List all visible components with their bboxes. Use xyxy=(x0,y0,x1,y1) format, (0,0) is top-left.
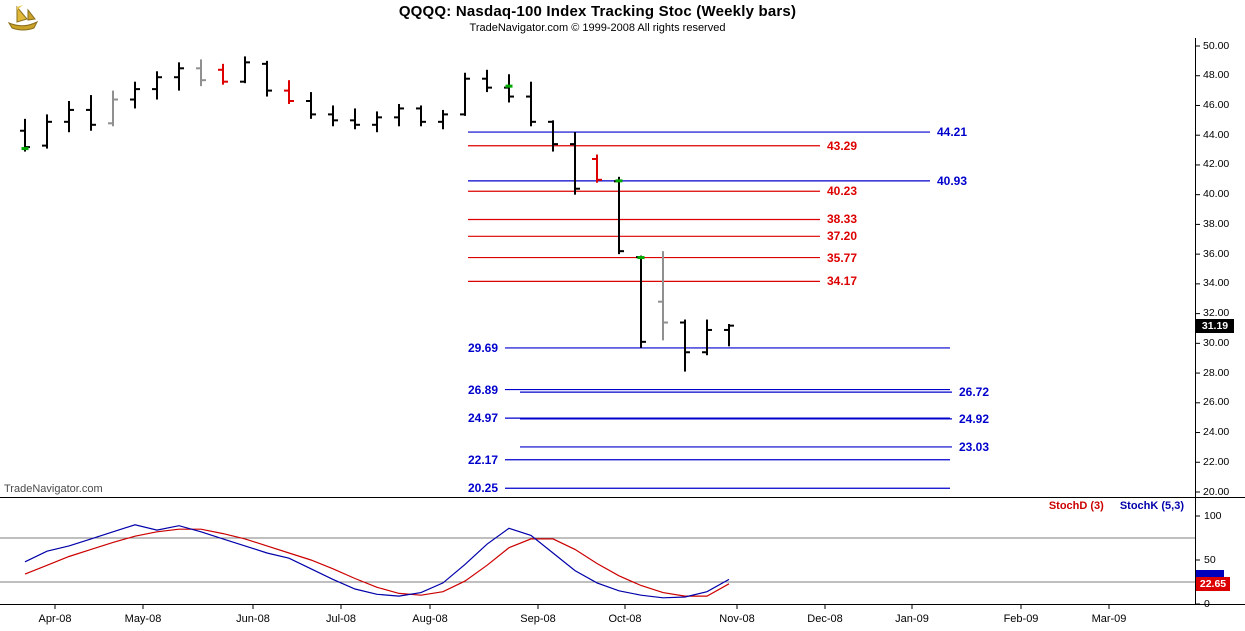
price-tick-label: 32.00 xyxy=(1203,307,1230,320)
level-label: 26.72 xyxy=(959,385,990,400)
price-tick-label: 42.00 xyxy=(1203,158,1230,171)
watermark: TradeNavigator.com xyxy=(4,483,103,495)
level-label: 44.21 xyxy=(937,125,968,140)
level-label: 43.29 xyxy=(827,138,858,153)
trade-marker xyxy=(21,147,29,151)
trade-marker xyxy=(505,84,513,88)
stoch-k-legend-label: StochK (5,3) xyxy=(1119,500,1184,512)
price-tick-label: 20.00 xyxy=(1203,485,1230,498)
stoch-tick-label: 0 xyxy=(1204,597,1210,610)
level-label: 37.20 xyxy=(827,229,858,244)
ship-icon xyxy=(7,5,39,31)
price-tick-label: 26.00 xyxy=(1203,396,1230,409)
date-label: Jan-09 xyxy=(895,613,929,625)
stoch-tick-label: 100 xyxy=(1204,509,1222,522)
price-tick-label: 46.00 xyxy=(1203,98,1230,111)
level-label: 35.77 xyxy=(827,250,858,265)
chart-title: QQQQ: Nasdaq-100 Index Tracking Stoc (We… xyxy=(398,3,797,20)
stoch-d-legend-label: StochD (3) xyxy=(1048,500,1104,512)
price-tick-label: 24.00 xyxy=(1203,426,1230,439)
last-price-badge: 31.19 xyxy=(1196,319,1234,333)
date-label: Feb-09 xyxy=(1003,613,1039,625)
date-label: Aug-08 xyxy=(412,613,448,625)
level-label: 40.93 xyxy=(937,173,968,188)
level-label: 24.92 xyxy=(959,411,990,426)
stoch-d-line xyxy=(24,528,730,597)
price-tick-label: 38.00 xyxy=(1203,217,1230,230)
stoch-k-line xyxy=(24,524,730,599)
level-label: 26.89 xyxy=(467,382,498,397)
price-tick-label: 28.00 xyxy=(1203,366,1230,379)
level-label: 40.23 xyxy=(827,184,858,199)
trade-marker xyxy=(637,256,645,260)
date-label: Oct-08 xyxy=(608,613,642,625)
price-tick-label: 34.00 xyxy=(1203,277,1230,290)
stoch-d-value-badge: 22.65 xyxy=(1196,577,1230,591)
level-label: 23.03 xyxy=(959,439,990,454)
price-tick-label: 22.00 xyxy=(1203,455,1230,468)
date-label: Mar-09 xyxy=(1091,613,1127,625)
date-label: Nov-08 xyxy=(719,613,755,625)
date-label: Sep-08 xyxy=(520,613,556,625)
price-tick-label: 50.00 xyxy=(1203,39,1230,52)
level-label: 24.97 xyxy=(467,411,498,426)
level-label: 20.25 xyxy=(467,481,498,496)
date-label: Apr-08 xyxy=(38,613,72,625)
date-label: Dec-08 xyxy=(807,613,843,625)
level-label: 29.69 xyxy=(467,340,498,355)
level-label: 38.33 xyxy=(827,212,858,227)
stoch-tick-label: 50 xyxy=(1204,553,1216,566)
price-tick-label: 44.00 xyxy=(1203,128,1230,141)
date-label: Jun-08 xyxy=(236,613,270,625)
price-tick-label: 48.00 xyxy=(1203,69,1230,82)
date-label: May-08 xyxy=(124,613,162,625)
price-tick-label: 36.00 xyxy=(1203,247,1230,260)
trade-navigator-logo-icon[interactable] xyxy=(4,2,42,34)
copyright-notice: TradeNavigator.com © 1999-2008 All right… xyxy=(469,22,726,34)
level-label: 34.17 xyxy=(827,274,858,289)
price-tick-label: 30.00 xyxy=(1203,336,1230,349)
stoch-legend: StochD (3) StochK (5,3) xyxy=(0,500,1184,512)
date-label: Jul-08 xyxy=(326,613,356,625)
price-tick-label: 40.00 xyxy=(1203,188,1230,201)
trade-marker xyxy=(615,179,623,183)
level-label: 22.17 xyxy=(467,452,498,467)
